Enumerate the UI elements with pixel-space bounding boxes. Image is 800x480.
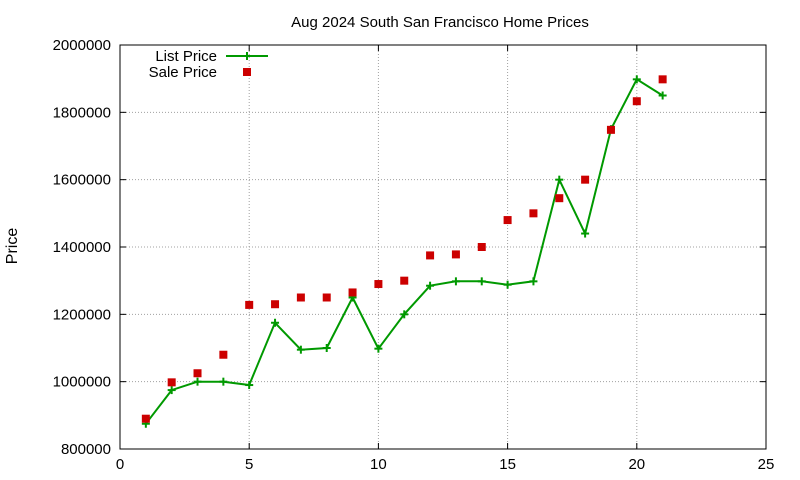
sale-price-point	[219, 350, 228, 359]
sale-price-point	[193, 369, 202, 378]
sale-price-point	[555, 194, 564, 203]
sale-price-point	[606, 125, 615, 134]
list-price-point	[245, 381, 254, 390]
sale-price-point	[503, 216, 512, 225]
list-price-point	[219, 377, 228, 386]
axis-ticks: 0 5 10 15 20 25 800000 1000000 1200000 1400000 160…	[53, 37, 775, 473]
sale-price-point	[451, 250, 460, 259]
sale-price-point	[141, 414, 150, 423]
x-tick-label: 0	[116, 456, 124, 473]
chart-title: Aug 2024 South San Francisco Home Prices	[291, 14, 589, 31]
legend-marker-list-price	[243, 52, 251, 60]
list-price-point	[400, 310, 409, 319]
y-tick-label: 1000000	[53, 374, 111, 391]
list-price-point	[296, 345, 305, 354]
sale-price-point	[245, 300, 254, 309]
legend: List Price Sale Price	[149, 48, 268, 81]
x-tick-label: 5	[245, 456, 253, 473]
sale-price-point	[348, 288, 357, 297]
sale-price-point	[658, 75, 667, 84]
list-price-point	[322, 344, 331, 352]
list-price-point	[529, 277, 538, 286]
y-tick-label: 1400000	[53, 239, 111, 256]
list-price-point	[193, 377, 202, 386]
sale-price-point	[529, 209, 538, 218]
list-price-point	[167, 386, 176, 395]
list-price-point	[451, 277, 460, 286]
y-tick-label: 1600000	[53, 172, 111, 189]
y-tick-label: 2000000	[53, 37, 111, 54]
list-price-point	[374, 344, 383, 353]
y-tick-label: 1200000	[53, 306, 111, 323]
x-tick-label: 15	[499, 456, 516, 473]
sale-price-point	[271, 300, 280, 309]
list-price-point	[477, 277, 486, 286]
list-price-point	[581, 229, 590, 238]
list-price-point	[555, 175, 564, 184]
list-price-point	[658, 91, 667, 100]
x-tick-label: 25	[758, 456, 775, 473]
x-tick-label: 10	[370, 456, 387, 473]
legend-label-sale-price: Sale Price	[149, 64, 217, 81]
y-tick-label: 800000	[61, 441, 111, 458]
sale-price-point	[296, 293, 305, 302]
sale-price-point	[167, 378, 176, 387]
sale-price-point	[426, 251, 435, 260]
sale-price-point	[322, 293, 331, 302]
list-price-point	[503, 280, 512, 289]
list-price-point	[426, 281, 435, 290]
sale-price-point	[400, 276, 409, 285]
y-axis-label: Price	[4, 228, 21, 265]
legend-marker-sale-price	[243, 68, 251, 76]
x-tick-label: 20	[628, 456, 645, 473]
sale-price-point	[632, 97, 641, 106]
list-price-point	[271, 318, 280, 327]
sale-price-point	[477, 243, 486, 251]
legend-label-list-price: List Price	[155, 48, 217, 65]
sale-price-point	[374, 280, 383, 289]
sale-price-point	[581, 175, 590, 184]
y-tick-label: 1800000	[53, 104, 111, 121]
series-layer	[141, 75, 667, 428]
list-price-point	[632, 75, 641, 84]
